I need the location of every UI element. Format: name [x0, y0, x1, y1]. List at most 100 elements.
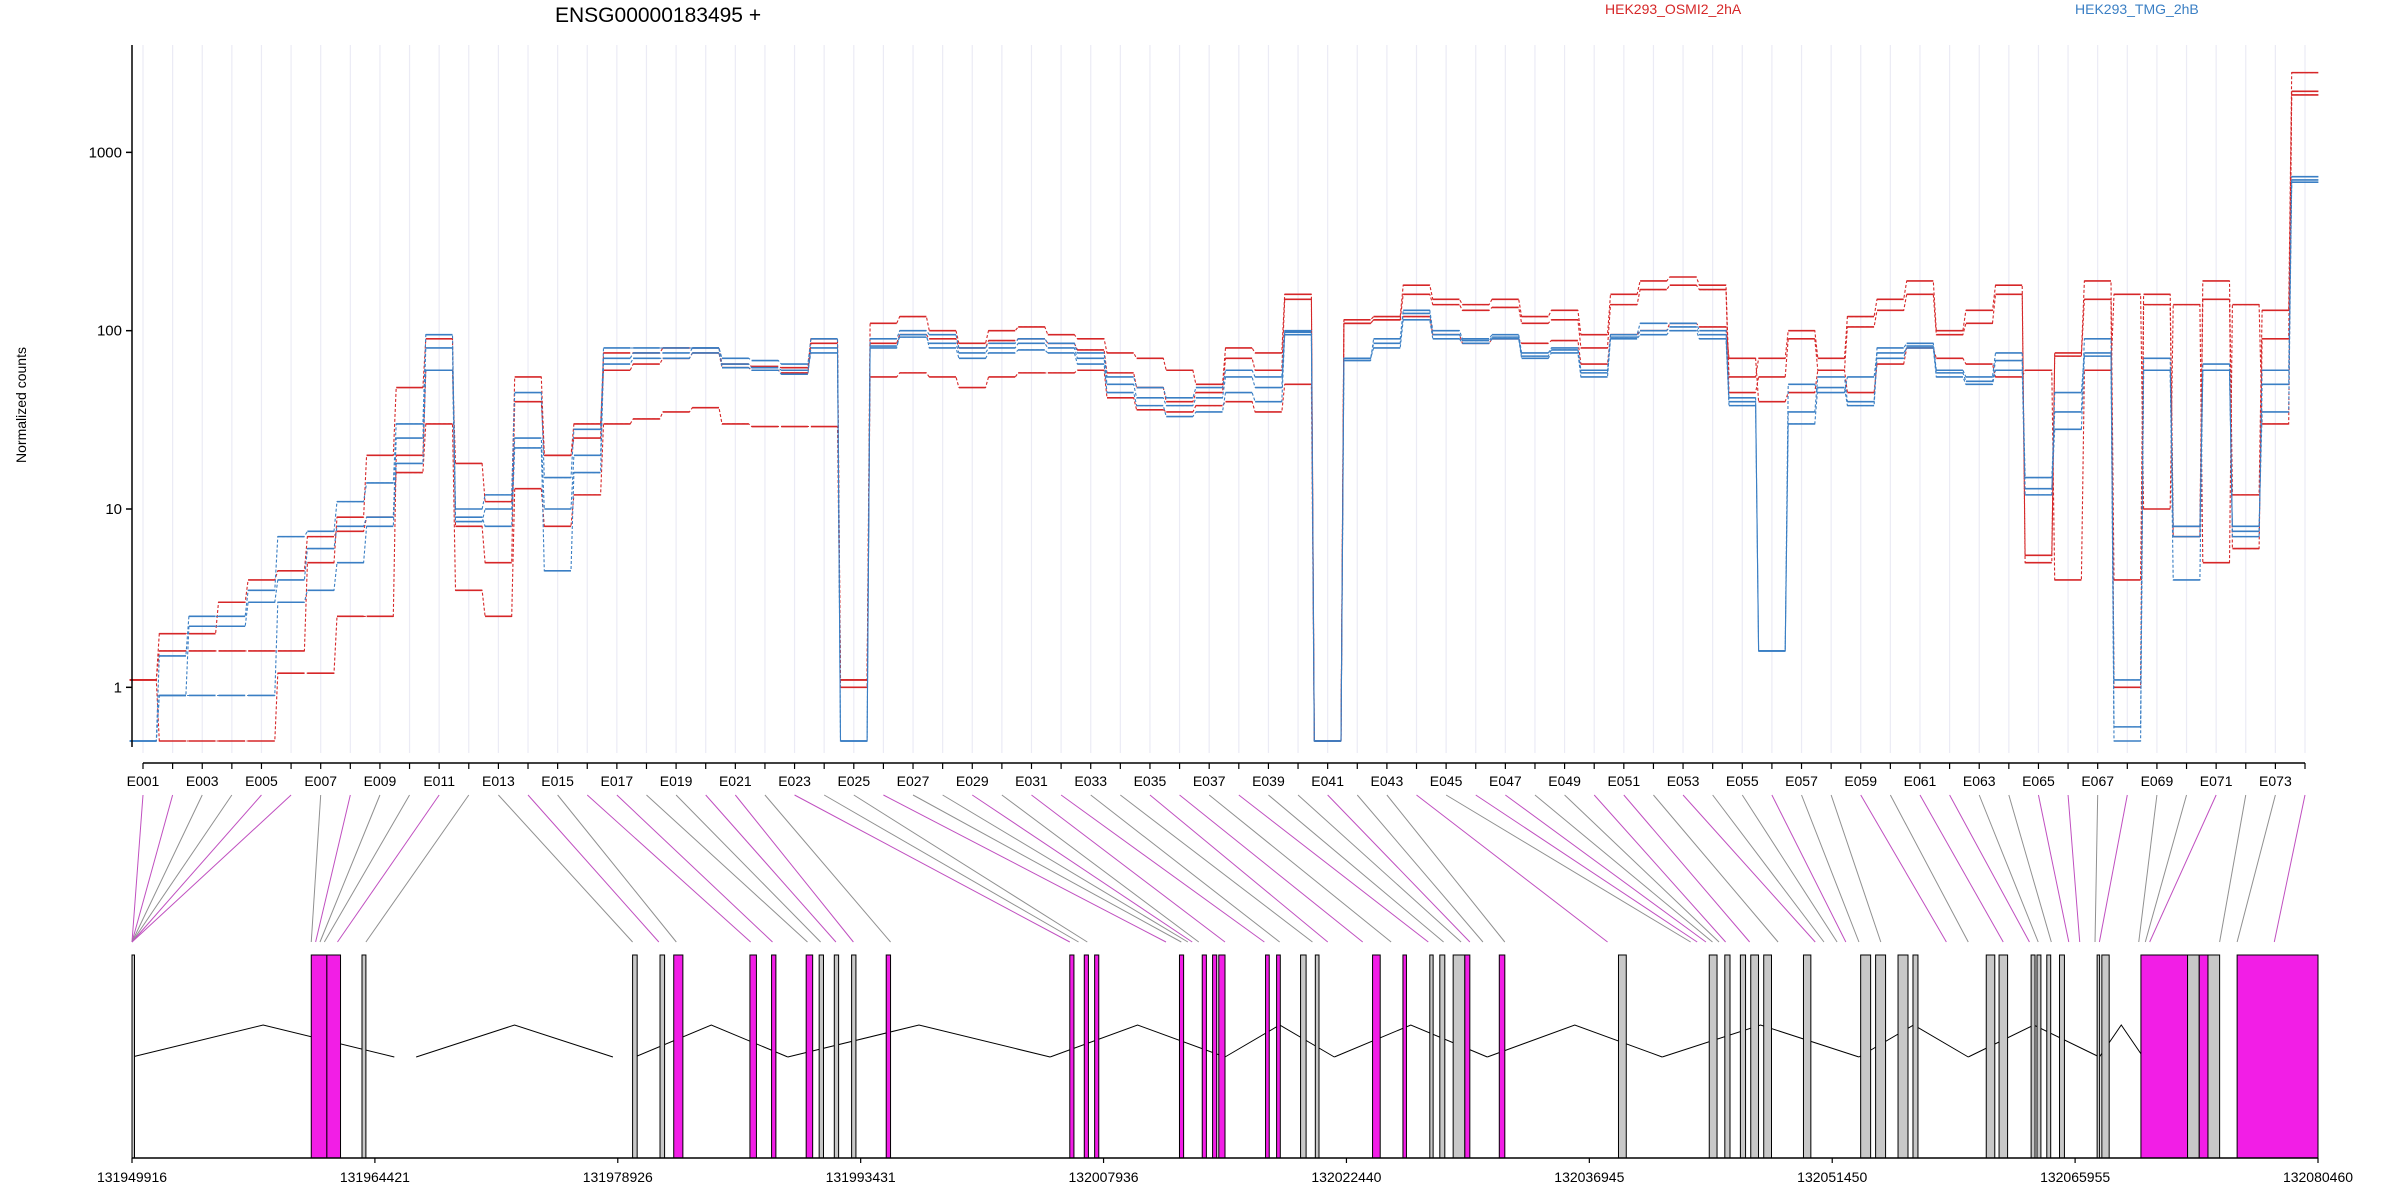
x-tick-label-e051: E051 [1607, 773, 1640, 789]
intron-4 [787, 1024, 1051, 1058]
connector-e033 [1090, 794, 1280, 943]
exon-block-36 [1739, 954, 1747, 1159]
connector-e026 [883, 794, 1167, 943]
exon-block-14 [885, 954, 892, 1159]
coord-tick-label-132036945: 132036945 [1554, 1169, 1624, 1185]
connector-e065 [2037, 794, 2070, 943]
exon-block-46 [2030, 954, 2036, 1159]
connector-e053 [1682, 794, 1816, 943]
connector-e046 [1475, 794, 1698, 943]
x-tick-label-e049: E049 [1548, 773, 1581, 789]
exon-block-52 [2140, 954, 2189, 1159]
exon-block-11 [818, 954, 824, 1159]
x-tick-label-e059: E059 [1844, 773, 1877, 789]
coord-tick-label-132007936: 132007936 [1069, 1169, 1139, 1185]
coord-tick-label-131978926: 131978926 [583, 1169, 653, 1185]
connector-e010 [323, 794, 410, 943]
connector-e023 [794, 794, 1071, 943]
connector-e013 [498, 794, 633, 943]
exon-block-8 [749, 954, 757, 1159]
connector-e036 [1179, 794, 1364, 943]
exon-block-12 [833, 954, 840, 1159]
x-tick-label-e009: E009 [364, 773, 397, 789]
gene-model [131, 954, 2319, 1159]
series-blue-3-connector [129, 181, 2319, 742]
coord-tick-label-131964421: 131964421 [340, 1169, 410, 1185]
exon-block-21 [1218, 954, 1226, 1159]
exon-block-49 [2059, 954, 2065, 1159]
x-tick-label-e037: E037 [1193, 773, 1226, 789]
connector-e001 [131, 794, 144, 943]
connector-e035 [1149, 794, 1329, 943]
connector-e022 [764, 794, 891, 943]
coord-tick-label-132080460: 132080460 [2283, 1169, 2353, 1185]
connector-e037 [1208, 794, 1392, 943]
connector-e042 [1356, 794, 1484, 943]
x-tick-label-e063: E063 [1963, 773, 1996, 789]
exon-block-37 [1750, 954, 1760, 1159]
exon-block-4 [361, 954, 367, 1159]
x-tick-label-e005: E005 [245, 773, 278, 789]
exon-block-32 [1498, 954, 1506, 1159]
plot-title: ENSG00000183495 + [555, 4, 761, 27]
connector-e018 [646, 794, 808, 943]
coord-tick-label-131949916: 131949916 [97, 1169, 167, 1185]
connector-e054 [1712, 794, 1825, 943]
connector-e038 [1238, 794, 1429, 943]
x-tick-label-e067: E067 [2081, 773, 2114, 789]
exon-block-51 [2101, 954, 2110, 1159]
connector-e031 [1031, 794, 1226, 943]
coord-tick-label-132065955: 132065955 [2040, 1169, 2110, 1185]
exon-block-56 [2236, 954, 2319, 1159]
exon-block-38 [1763, 954, 1773, 1159]
y-axis: 1 10 100 1000 [89, 45, 133, 747]
connector-e019 [675, 794, 821, 943]
exon-block-47 [2036, 954, 2042, 1159]
connector-e040 [1297, 794, 1462, 943]
exon-block-50 [2096, 954, 2101, 1159]
y-tick-label-10: 10 [105, 501, 122, 518]
connector-e029 [971, 794, 1193, 943]
connector-e014 [527, 794, 660, 943]
exon-block-42 [1897, 954, 1909, 1159]
series-blue-2-connector [129, 176, 2319, 742]
connector-e055 [1741, 794, 1838, 943]
connector-e051 [1623, 794, 1751, 943]
y-tick-label-1000: 1000 [89, 144, 122, 161]
x-tick-label-e071: E071 [2200, 773, 2233, 789]
x-tick-label-e057: E057 [1785, 773, 1818, 789]
exon-block-17 [1094, 954, 1100, 1159]
exon-block-39 [1802, 954, 1812, 1159]
connector-e056 [1771, 794, 1847, 943]
exon-block-15 [1069, 954, 1075, 1159]
exon-block-31 [1464, 954, 1471, 1159]
connector-e032 [1060, 794, 1265, 943]
exon-block-34 [1708, 954, 1718, 1159]
exon-block-10 [805, 954, 814, 1159]
exon-block-48 [2046, 954, 2052, 1159]
connector-e020 [705, 794, 837, 943]
exon-block-45 [1998, 954, 2009, 1159]
intron-5 [1049, 1024, 1226, 1058]
x-tick-label-e041: E041 [1311, 773, 1344, 789]
x-tick-label-e011: E011 [423, 773, 455, 789]
connector-e025 [853, 794, 1088, 943]
connector-e011 [337, 794, 440, 943]
connector-e073 [2236, 794, 2276, 943]
exon-block-18 [1178, 954, 1185, 1159]
genomic-coordinate-axis: 131949916 131964421 131978926 131993431 1320… [97, 1157, 2353, 1185]
connector-e043 [1386, 794, 1506, 943]
exon-block-2 [310, 954, 328, 1159]
connector-e060 [1889, 794, 1969, 943]
x-tick-label-e025: E025 [837, 773, 870, 789]
exon-block-44 [1985, 954, 1996, 1159]
exon-block-6 [659, 954, 666, 1159]
exon-block-54 [2198, 954, 2209, 1159]
x-tick-label-e043: E043 [1371, 773, 1404, 789]
exon-block-3 [326, 954, 342, 1159]
connector-e027 [912, 794, 1182, 943]
connector-e009 [319, 794, 381, 943]
connector-e070 [2144, 794, 2188, 943]
intron-9 [1662, 1024, 1860, 1058]
exon-block-26 [1372, 954, 1381, 1159]
